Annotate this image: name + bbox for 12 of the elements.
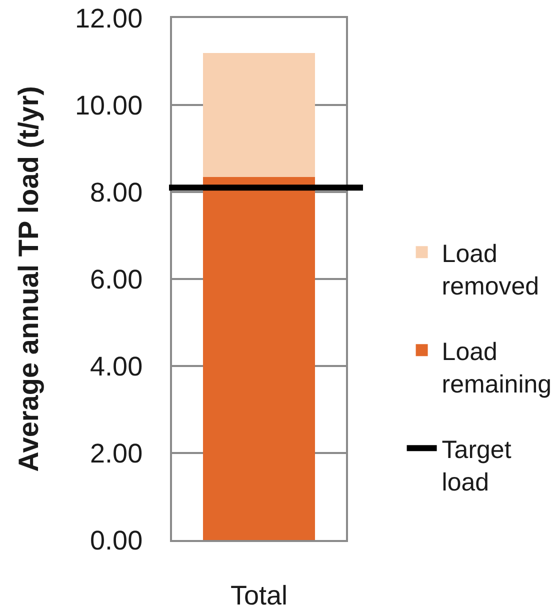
y-tick-label: 2.00 <box>90 438 143 468</box>
legend-label: Load removed <box>442 240 540 300</box>
y-tick-label: 6.00 <box>90 264 143 294</box>
legend-label: Target load <box>442 436 512 496</box>
y-tick-label: 8.00 <box>90 177 143 208</box>
legend-label: Load remaining <box>442 338 552 398</box>
y-tick-label: 10.00 <box>75 90 143 120</box>
y-tick-label: 4.00 <box>90 351 143 382</box>
y-axis-title: Average annual TP load (t/yr) <box>13 86 44 472</box>
y-tick-label: 0.00 <box>90 525 143 556</box>
y-tick-label: 12.00 <box>75 3 143 34</box>
x-tick-label: Total <box>230 580 288 610</box>
